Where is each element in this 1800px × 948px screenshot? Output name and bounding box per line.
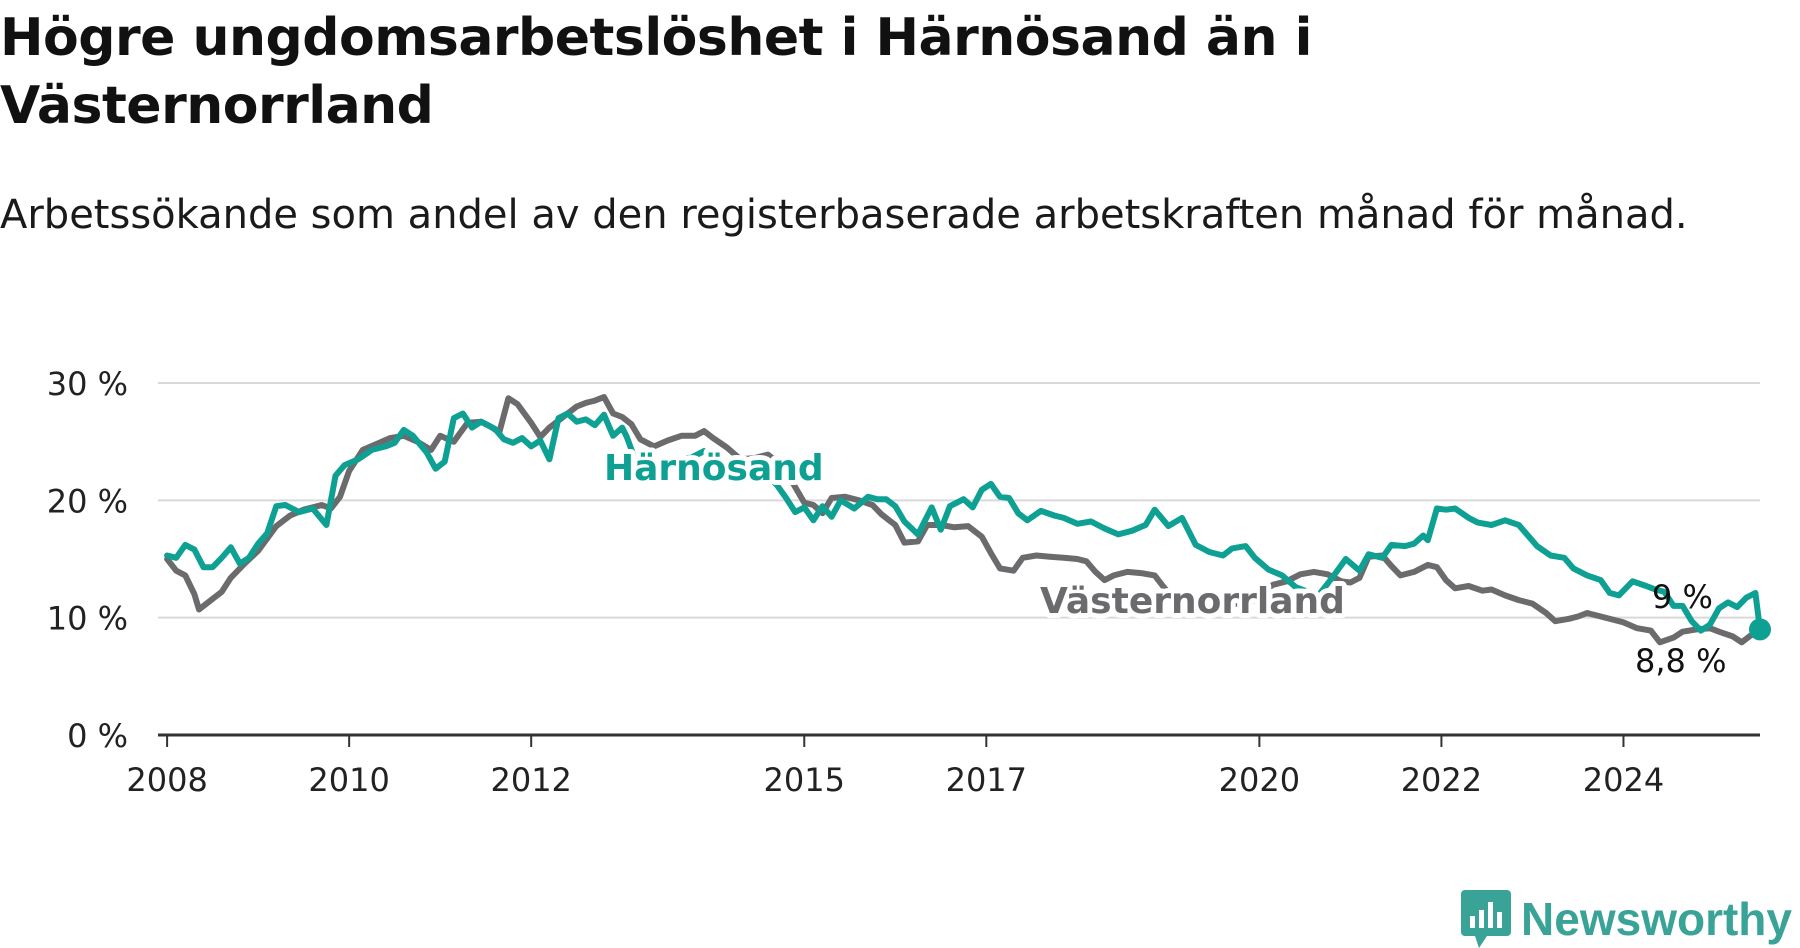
- end-value-harnosand: 9 %: [1652, 578, 1713, 616]
- series-label-vasternorrland: Västernorrland: [1040, 581, 1345, 622]
- y-tick-label: 10 %: [47, 600, 128, 638]
- end-point-harnosand: [1749, 618, 1771, 641]
- series-label-harnosand-halo: Härnösand: [604, 448, 824, 489]
- newsworthy-logo-icon: [1461, 890, 1512, 948]
- x-tick-label: 2024: [1583, 761, 1664, 799]
- brand-name: Newsworthy: [1521, 893, 1792, 945]
- chart-subtitle: Arbetssökande som andel av den registerb…: [0, 192, 1688, 238]
- chart-title: Högre ungdomsarbetslöshet i Härnösand än…: [0, 8, 1312, 136]
- x-tick-label: 2010: [308, 761, 389, 799]
- x-tick-label: 2015: [764, 761, 845, 799]
- series-line-harnosand: [164, 410, 1763, 634]
- x-tick-label: 2012: [490, 761, 571, 799]
- end-value-vasternorrland: 8,8 %: [1635, 642, 1726, 680]
- y-tick-label: 20 %: [47, 482, 128, 520]
- x-tick-label: 2022: [1401, 761, 1482, 799]
- series-line-vasternorrland: [164, 394, 1763, 646]
- brand: Newsworthy: [1461, 890, 1792, 948]
- x-tick-label: 2020: [1219, 761, 1300, 799]
- x-tick-label: 2008: [126, 761, 207, 799]
- series-label-harnosand: Härnösand: [604, 448, 824, 489]
- y-tick-label: 30 %: [47, 365, 128, 403]
- x-tick-label: 2017: [946, 761, 1027, 799]
- y-tick-label: 0 %: [67, 717, 128, 755]
- series-label-vasternorrland-halo: Västernorrland: [1040, 581, 1345, 622]
